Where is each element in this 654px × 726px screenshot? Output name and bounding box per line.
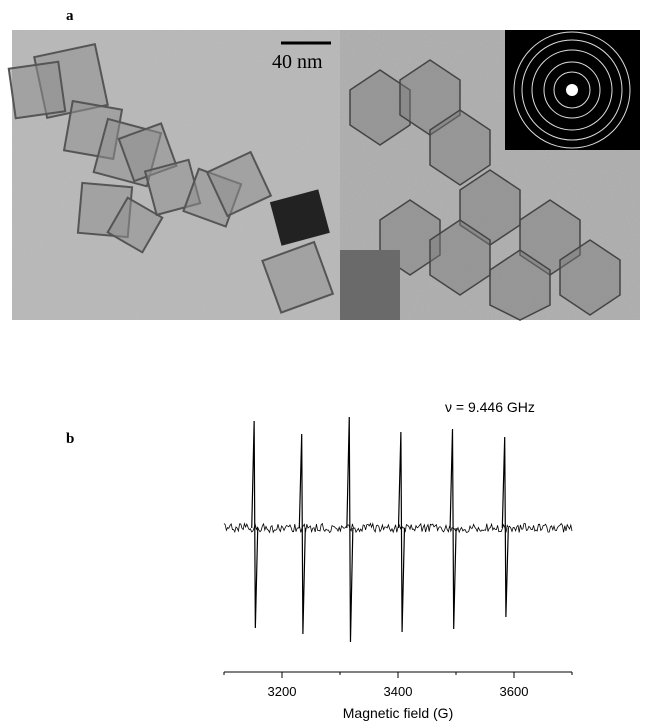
annotation: ν = 9.446 GHz [445,399,535,415]
panel-label: a [66,8,74,24]
resonance-line [252,421,258,628]
resonance-line [299,434,305,634]
scale-bar-label: 40 nm [272,51,323,73]
resonance-line [398,432,404,632]
panel-label: b [66,431,74,447]
x-axis-label: Magnetic field (G) [343,705,453,721]
resonance-line [450,429,456,629]
figure: a 40 nm [0,0,654,726]
tem-image-right [340,30,640,320]
page: a 40 nm [0,0,654,726]
x-tick-label: 3200 [268,684,297,699]
x-tick-label: 3400 [384,684,413,699]
resonance-line [347,417,353,642]
tem-image-left: 40 nm [9,30,340,320]
x-tick-label: 3600 [500,684,529,699]
